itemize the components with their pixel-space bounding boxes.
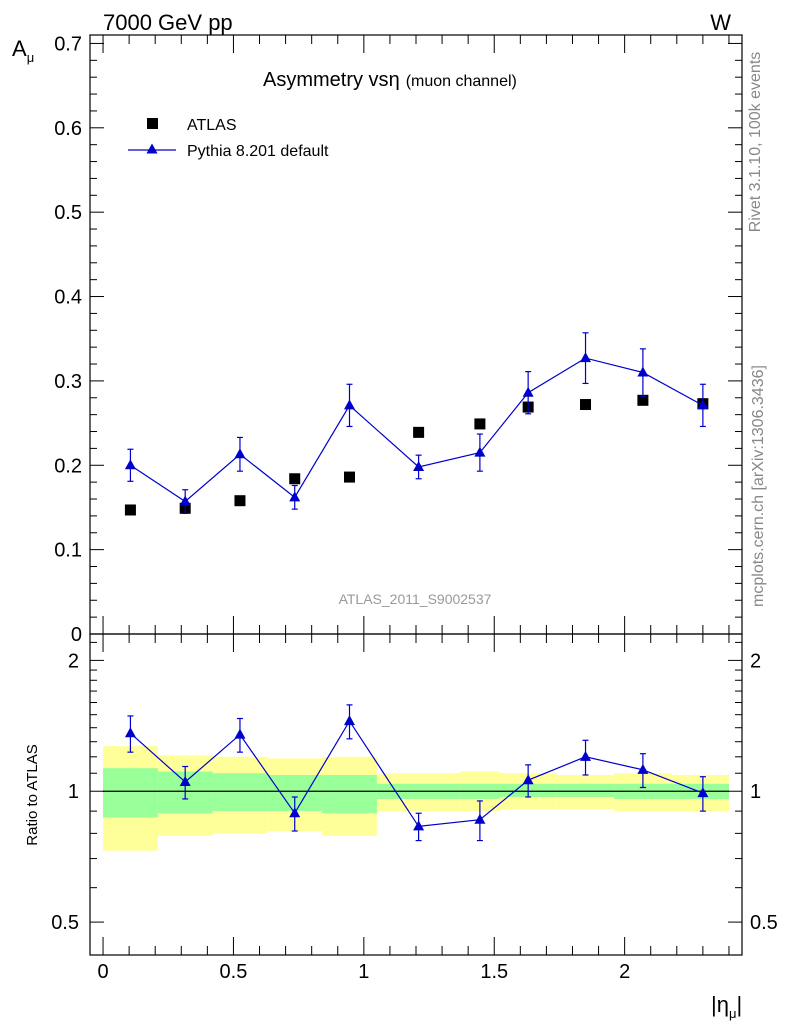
- main-title-suffix: (muon channel): [406, 73, 517, 90]
- mc-ratio-marker-1: [179, 776, 191, 787]
- mcplots-label: mcplots.cern.ch [arXiv:1306.3436]: [750, 365, 767, 607]
- xtick-label: 1: [358, 961, 369, 983]
- mc-ratio-marker-9: [637, 763, 649, 774]
- atlas-point-8: [580, 399, 592, 411]
- main-title: Asymmetry vsη (muon channel): [263, 69, 517, 91]
- x-axis-label-sub: μ: [729, 1006, 737, 1021]
- main-ylabel-sub: μ: [27, 50, 35, 65]
- atlas-point-5: [413, 426, 425, 438]
- main-ytick-label: 0.6: [54, 118, 82, 140]
- xtick-label: 0: [97, 961, 108, 983]
- mc-main-marker-4: [343, 399, 355, 410]
- mc-ratio-marker-0: [124, 727, 136, 738]
- main-title-text: Asymmetry vs: [263, 69, 389, 91]
- ratio-ytick-label-left: 0.5: [51, 912, 79, 934]
- mc-main-marker-0: [124, 459, 136, 470]
- main-ytick-label: 0.2: [54, 455, 82, 477]
- watermark: ATLAS_2011_S9002537: [339, 591, 492, 607]
- mc-ratio-marker-4: [343, 715, 355, 726]
- mc-main-marker-1: [179, 495, 191, 506]
- mc-main-marker-9: [637, 366, 649, 377]
- main-plot: [124, 332, 709, 516]
- mc-ratio-marker-2: [234, 728, 246, 739]
- mc-main-marker-3: [289, 491, 301, 502]
- atlas-point-3: [289, 473, 301, 485]
- ratio-ytick-label-right: 2: [750, 650, 761, 672]
- xtick-label: 0.5: [220, 961, 248, 983]
- ratio-ytick-label-right: 0.5: [750, 912, 778, 934]
- mc-ratio-marker-3: [289, 807, 301, 818]
- ratio-ytick-label-left: 1: [68, 781, 79, 803]
- legend-mc-label: Pythia 8.201 default: [187, 143, 329, 160]
- main-title-eta: η: [389, 69, 400, 91]
- band-inner-8: [556, 783, 615, 797]
- band-inner-2: [212, 773, 268, 812]
- legend-atlas-label: ATLAS: [187, 117, 237, 134]
- header-right: W: [710, 10, 731, 35]
- legend-atlas-marker: [147, 118, 158, 129]
- main-ytick-label: 0.7: [54, 33, 82, 55]
- rivet-label: Rivet 3.1.10, 100k events: [747, 52, 764, 233]
- mc-ratio-marker-7: [522, 774, 534, 785]
- mc-ratio-marker-5: [413, 820, 425, 831]
- mc-ratio-marker-8: [580, 750, 592, 761]
- band-inner-0: [103, 768, 158, 818]
- x-axis-label-close: |: [736, 992, 742, 1017]
- main-ytick-label: 0.5: [54, 202, 82, 224]
- xtick-label: 2: [619, 961, 630, 983]
- ratio-plot: [103, 704, 729, 851]
- ratio-ytick-label-right: 1: [750, 781, 761, 803]
- mc-main-marker-6: [474, 446, 486, 457]
- atlas-point-4: [343, 471, 355, 483]
- main-ytick-label: 0.3: [54, 371, 82, 393]
- main-ytick-label: 0: [71, 624, 82, 646]
- atlas-point-0: [124, 504, 136, 516]
- atlas-point-2: [234, 495, 246, 507]
- main-ylabel: Aμ: [12, 36, 34, 65]
- ratio-ylabel: Ratio to ATLAS: [24, 744, 41, 845]
- mc-main-marker-7: [522, 386, 534, 397]
- mc-main-marker-10: [697, 399, 709, 410]
- legend: ATLAS Pythia 8.201 default: [128, 117, 329, 160]
- ratio-ytick-label-left: 2: [68, 650, 79, 672]
- mc-main-marker-2: [234, 448, 246, 459]
- header-left: 7000 GeV pp: [103, 10, 233, 35]
- main-ytick-label: 0.4: [54, 287, 82, 309]
- mc-main-marker-5: [413, 460, 425, 471]
- legend-mc-marker: [146, 143, 158, 154]
- axes: 0 0.1 0.2 0.3 0.4 0.5 0.6 0.7 0.5 0.5 1 1 2 2 0 0.5 1 1.5…: [51, 33, 778, 983]
- band-inner-4: [322, 774, 377, 814]
- atlas-point-9: [637, 394, 649, 406]
- main-ylabel-text: A: [12, 36, 27, 61]
- xtick-label: 1.5: [480, 961, 508, 983]
- mc-ratio-marker-10: [697, 787, 709, 798]
- mc-main-marker-8: [580, 352, 592, 363]
- x-axis-label: |ημ|: [711, 992, 742, 1021]
- mc-ratio-marker-6: [474, 813, 486, 824]
- main-ytick-label: 0.1: [54, 540, 82, 562]
- atlas-point-6: [474, 418, 486, 430]
- x-axis-label-main: |η: [711, 992, 729, 1017]
